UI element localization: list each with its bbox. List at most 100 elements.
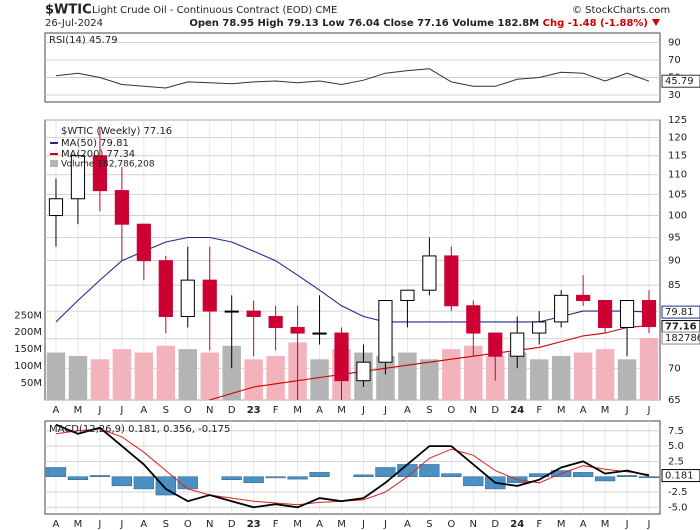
value-label: 182786 (665, 333, 700, 344)
y-tick-label: 125 (668, 115, 687, 126)
rsi-frame (44, 32, 661, 103)
candle-body (466, 305, 481, 334)
volume-bar (46, 352, 66, 400)
volume-bar (420, 359, 439, 400)
volume-bar (595, 349, 615, 400)
macd-line (55, 423, 650, 509)
y-tick-label: 7.5 (668, 426, 684, 437)
panel-title: MACD(12,26,9) 0.181, 0.356, -0.175 (49, 424, 230, 435)
x-tick-label: F (273, 405, 279, 416)
x-tick-label: A (316, 405, 323, 416)
x-tick-label: S (426, 405, 432, 416)
volume-tick-label: 50M (21, 378, 42, 389)
candle-body (334, 332, 349, 382)
y-tick-label: 115 (668, 151, 687, 162)
x-tick-label: D (491, 405, 499, 416)
y-tick-label: 5.0 (668, 441, 684, 452)
histogram-bar (616, 475, 638, 477)
histogram-bar (375, 467, 396, 477)
x-tick-label: J (625, 519, 629, 530)
candle-body (290, 326, 305, 334)
histogram-bar (155, 476, 176, 496)
y-tick-label: 120 (668, 132, 687, 143)
credit: © StockCharts.com (572, 5, 670, 16)
candle-body (554, 294, 569, 323)
volume-tick-label: 250M (14, 310, 42, 321)
histogram-bar (243, 476, 264, 484)
y-tick-label: 30 (668, 90, 681, 101)
volume-bar (222, 345, 241, 400)
panel-title: $WTIC (Weekly) 77.16 (61, 126, 172, 137)
y-tick-label: 90 (668, 256, 681, 267)
histogram-bar (419, 464, 440, 477)
volume-bar (639, 338, 659, 400)
x-tick-label: S (163, 405, 169, 416)
histogram-bar (67, 476, 89, 480)
y-tick-label: 70 (668, 55, 681, 66)
y-tick-label: 100 (668, 211, 687, 222)
x-tick-label: D (491, 519, 499, 530)
volume-bar (376, 355, 395, 400)
x-tick-label: J (625, 405, 629, 416)
candle-body (92, 155, 107, 192)
x-tick-label: J (97, 519, 101, 530)
candle-body (246, 310, 261, 317)
legend-entry: MA(200) 77.34 (61, 149, 135, 160)
candle-body (158, 260, 173, 317)
x-tick-label: 24 (510, 519, 524, 530)
histogram-bar (638, 476, 660, 478)
y-tick-label: -5.0 (668, 502, 688, 513)
candle-body (70, 155, 86, 200)
x-tick-label: J (647, 519, 651, 530)
histogram-bar (221, 476, 242, 480)
candle-body (224, 310, 239, 313)
x-tick-label: O (447, 519, 455, 530)
quote-item: High 79.13 (258, 18, 319, 29)
change: Chg -1.48 (-1.88%) (543, 18, 648, 29)
macd-frame (44, 420, 661, 515)
x-tick-label: S (426, 519, 432, 530)
volume-bar (134, 352, 154, 400)
x-tick-label: A (53, 405, 60, 416)
x-tick-label: A (53, 519, 60, 530)
histogram-bar (133, 476, 154, 490)
candle-body (114, 190, 129, 225)
x-tick-label: M (337, 519, 346, 530)
candle-body (619, 300, 635, 328)
volume-bar (442, 349, 461, 400)
value-label: 0.181 (665, 471, 694, 482)
x-tick-label: N (206, 405, 213, 416)
x-tick-label: A (404, 405, 411, 416)
value-box (661, 331, 700, 345)
candle-body (400, 289, 415, 302)
x-tick-label: M (601, 519, 610, 530)
x-tick-label: J (361, 405, 365, 416)
y-tick-label: 95 (668, 233, 681, 244)
x-tick-label: M (557, 519, 566, 530)
volume-bar (112, 349, 132, 400)
histogram-bar (45, 467, 67, 477)
volume-bar (266, 355, 285, 400)
quote-item: Volume 182.8M (452, 18, 539, 29)
quote-item: Open 78.95 (189, 18, 254, 29)
histogram-bar (111, 476, 133, 487)
value-label: 45.79 (665, 76, 694, 87)
candle-body (510, 332, 525, 357)
histogram-bar (463, 476, 484, 487)
date: 26-Jul-2024 (45, 18, 103, 29)
histogram-bar (309, 472, 330, 477)
x-tick-label: D (228, 405, 236, 416)
histogram-bar (572, 472, 594, 477)
legend-entry: Volume 182,786,208 (61, 160, 155, 170)
x-tick-label: M (601, 405, 610, 416)
candle-body (444, 255, 459, 307)
volume-bar (573, 352, 593, 400)
rsi-line (55, 68, 650, 89)
volume-bar (551, 355, 571, 400)
volume-tick-label: 100M (14, 361, 42, 372)
x-tick-label: J (119, 405, 123, 416)
candle-body (422, 255, 437, 291)
value-label: 77.16 (665, 322, 697, 333)
x-tick-label: J (383, 519, 387, 530)
